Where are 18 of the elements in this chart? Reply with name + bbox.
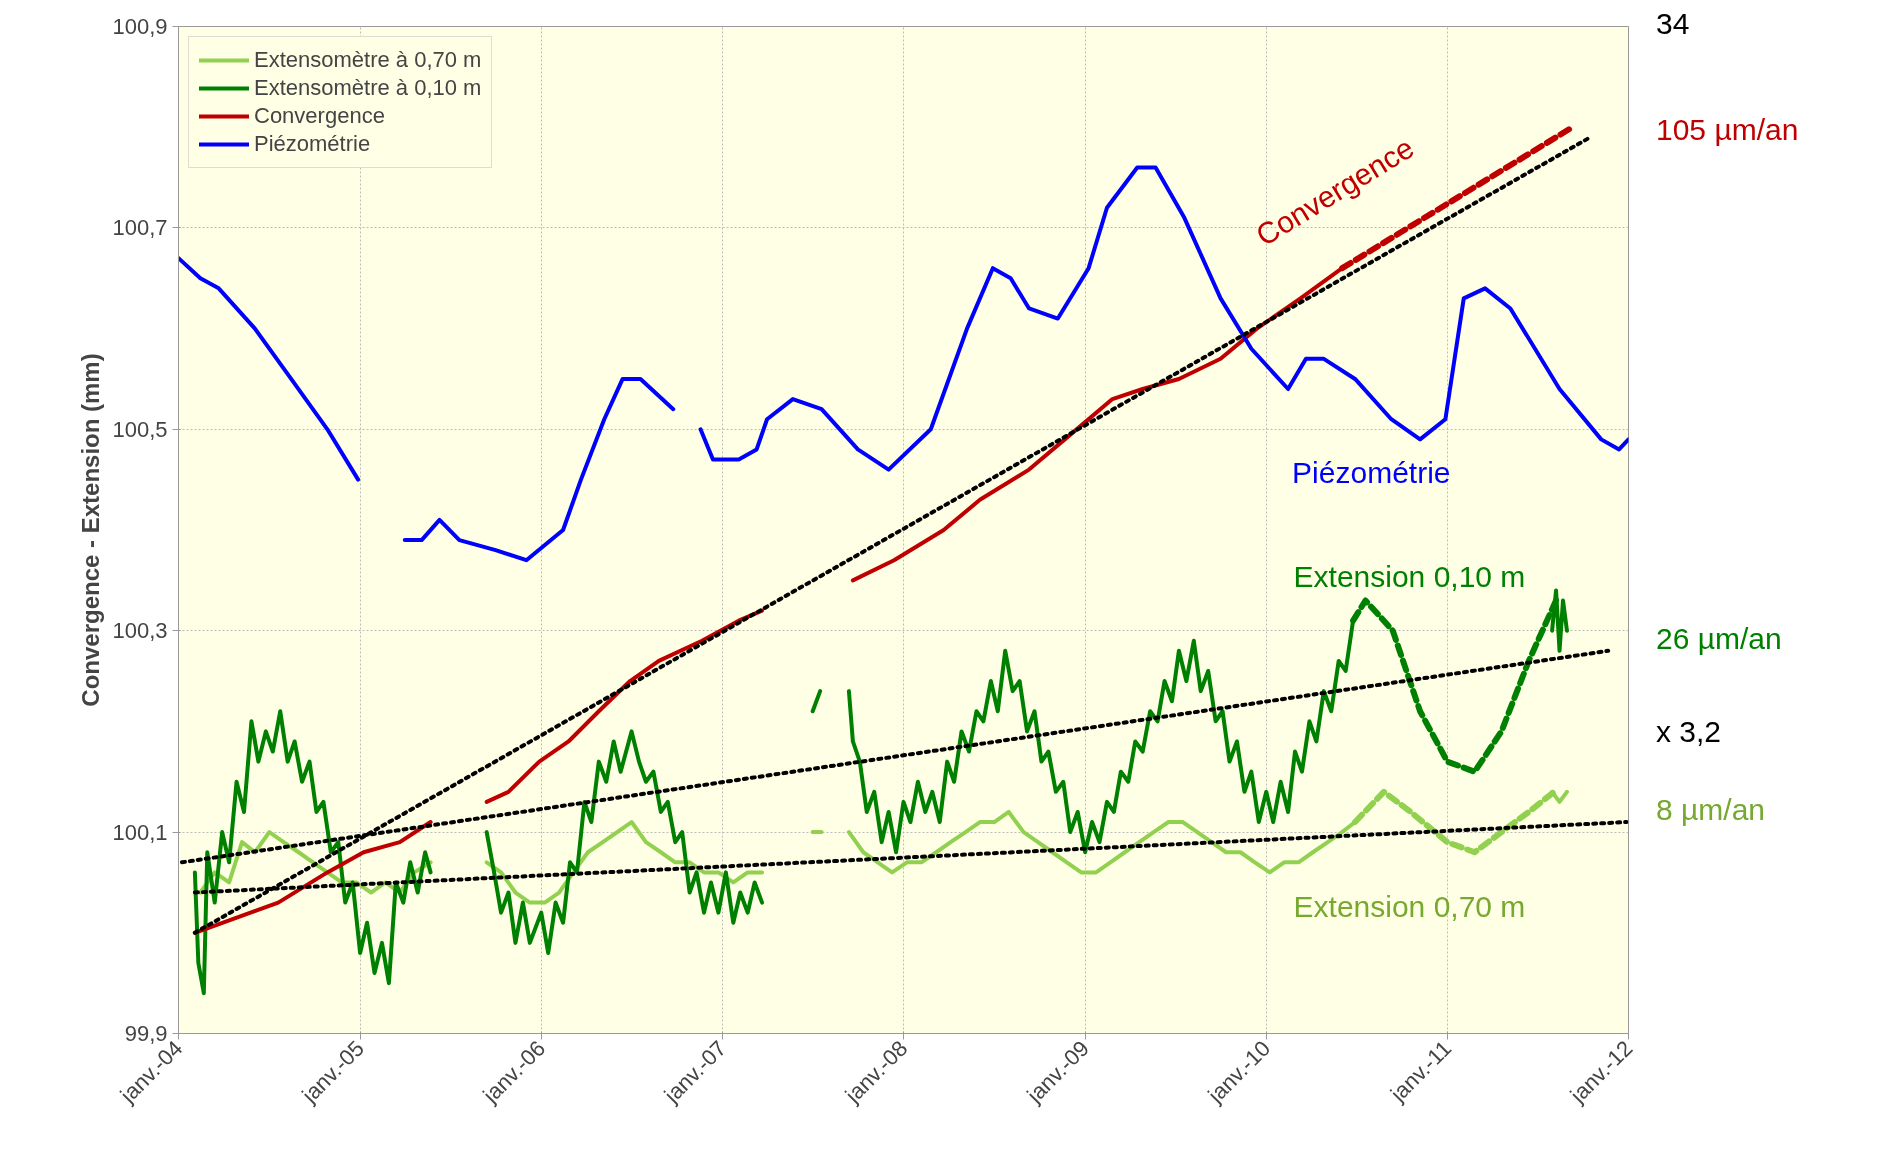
text: 8 µm/an <box>1656 792 1765 828</box>
text: 105 µm/an <box>1656 112 1799 148</box>
y-axis-title: Convergence - Extension (mm) <box>77 353 105 707</box>
legend-label: Convergence <box>254 103 385 129</box>
y-tick-label: 100,1 <box>112 819 168 845</box>
text: 26 µm/an <box>1656 621 1782 657</box>
annotation: Extension 0,10 m <box>1293 559 1526 593</box>
legend-label: Extensomètre à 0,10 m <box>254 75 482 101</box>
y-tick-label: 100,5 <box>112 416 168 442</box>
legend-label: Piézométrie <box>254 131 371 157</box>
annotation: Extension 0,70 m <box>1293 890 1526 924</box>
text: 34 <box>1656 6 1690 42</box>
text: x 3,2 <box>1656 714 1722 750</box>
legend-label: Extensomètre à 0,70 m <box>254 47 482 73</box>
y-tick-label: 100,7 <box>112 215 168 241</box>
annotation: Piézométrie <box>1292 456 1451 490</box>
y-tick-label: 100,9 <box>112 14 168 39</box>
y-tick-label: 100,3 <box>112 618 168 644</box>
